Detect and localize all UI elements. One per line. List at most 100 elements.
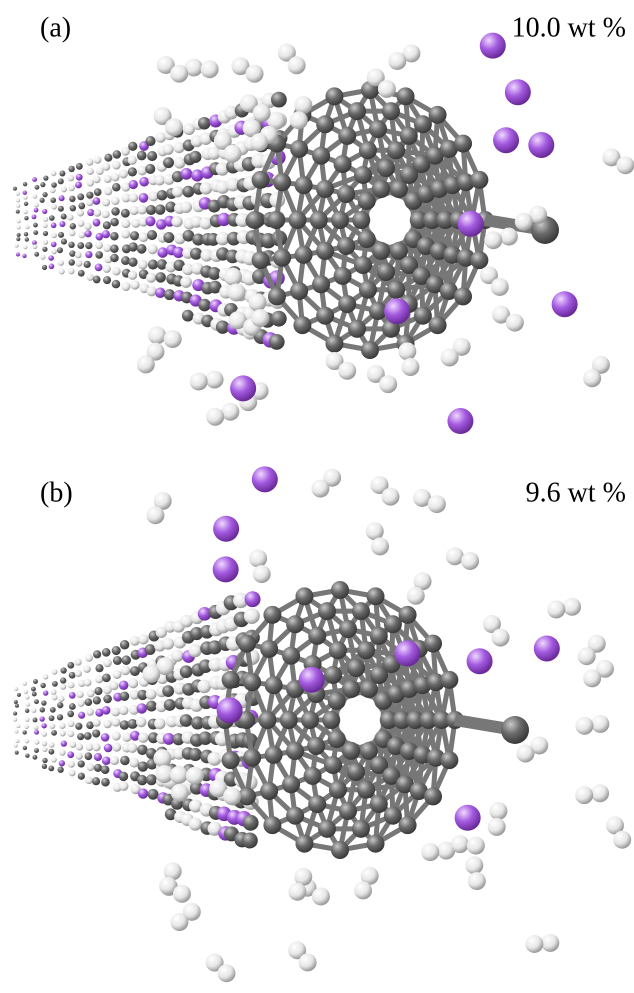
H-atom [142,664,161,683]
Li-atom [244,591,261,608]
H-atom [130,280,140,290]
C-atom [13,186,18,191]
H-atom [289,111,308,130]
C-atom [409,782,428,801]
C-atom [179,665,193,679]
C-atom [83,732,92,740]
C-atom [347,763,365,781]
H-atom [516,744,535,763]
C-atom [31,691,37,697]
C-atom [67,661,75,669]
H-atom [145,688,157,700]
H-atom [591,355,610,374]
H-atom [209,779,228,798]
C-atom [357,230,376,249]
C-atom [241,832,258,849]
C-atom [372,241,391,260]
H-atom [129,205,139,216]
H-atom [69,741,77,749]
C-atom [136,150,147,161]
C-atom [387,141,406,160]
Li-atom [68,691,76,699]
C-atom [57,766,64,773]
C-atom [144,644,156,655]
C-atom [101,648,111,657]
Li-atom [15,252,20,257]
H-atom [249,549,268,568]
H-atom [487,817,506,836]
H-atom [121,193,131,203]
H-atom [78,231,86,239]
C-atom [119,640,130,650]
C-atom [69,195,76,203]
H-atom [563,597,582,616]
H-atom [93,156,102,164]
C-atom [16,237,21,242]
H-atom [575,716,594,735]
H-atom [75,752,83,760]
H-atom [207,821,222,836]
C-atom [48,765,55,772]
Li-atom [41,723,47,729]
H-atom [67,681,75,689]
H-atom [366,364,385,383]
C-atom [145,163,156,175]
C-atom [393,711,411,729]
C-atom [328,641,347,660]
C-atom [324,756,342,775]
H-atom [129,757,140,768]
C-atom [119,691,130,702]
H-atom [121,182,131,192]
H-atom [155,626,168,639]
C-atom [112,183,121,192]
H-atom [252,103,271,122]
Li-atom [504,79,531,106]
C-atom [324,665,342,684]
C-atom [221,751,240,770]
H-atom [163,862,182,881]
C-atom [263,605,282,624]
Li-atom [155,287,166,298]
C-atom [173,259,185,271]
C-atom [128,257,138,267]
H-atom [75,743,84,751]
H-atom [154,175,165,186]
H-atom [118,781,129,791]
H-atom [583,669,602,688]
H-atom [153,106,172,125]
C-atom [39,707,45,713]
H-atom [83,678,92,687]
C-atom [325,87,344,106]
C-atom [92,696,101,705]
C-atom [428,316,447,335]
H-atom [491,628,510,647]
C-atom [303,766,322,785]
H-atom [128,193,139,203]
C-atom [42,246,48,252]
H-atom [112,742,122,752]
H-atom [437,841,456,860]
H-atom [199,182,213,195]
C-atom [316,306,335,325]
C-atom [92,275,101,284]
H-atom [59,722,66,729]
Li-atom [100,733,110,742]
H-atom [127,155,137,165]
C-atom [77,760,85,768]
C-atom [251,251,270,270]
H-atom [169,765,188,784]
C-atom [443,176,462,195]
C-atom [112,655,122,665]
C-atom [56,247,64,254]
C-atom [13,699,18,704]
H-atom [223,267,242,286]
H-atom [129,689,140,700]
H-atom [31,708,37,713]
H-atom [102,162,111,171]
C-atom [295,834,314,853]
H-atom [51,668,58,675]
C-atom [372,180,391,199]
H-atom [42,216,49,222]
C-atom [273,248,292,267]
Li-atom [58,195,65,202]
